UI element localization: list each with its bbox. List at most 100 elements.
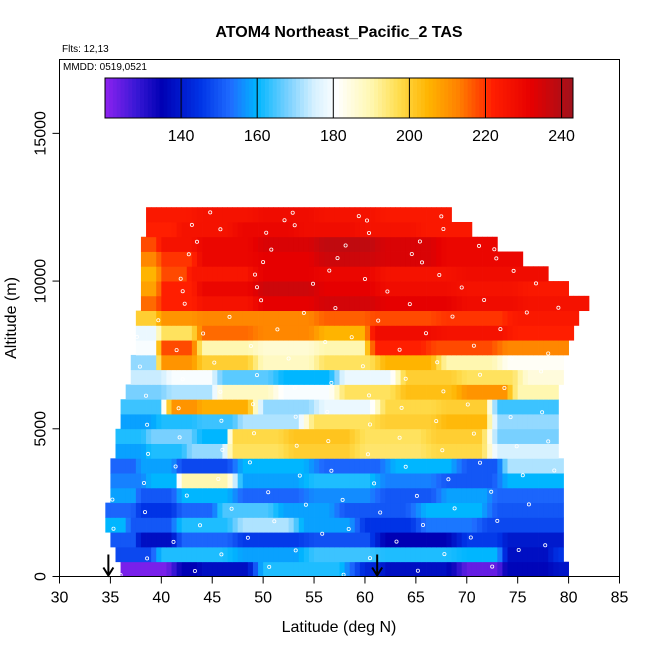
heatmap-cell (319, 458, 325, 474)
heatmap-cell (196, 325, 203, 341)
heatmap-cell (278, 473, 284, 489)
heatmap-cell (420, 502, 427, 518)
heatmap-cell (456, 369, 463, 385)
heatmap-cell (451, 561, 457, 577)
heatmap-cell (308, 561, 315, 577)
heatmap-cell (410, 354, 417, 371)
heatmap-cell (130, 414, 137, 430)
heatmap-cell (548, 458, 554, 474)
heatmap-cell (324, 207, 330, 223)
heatmap-cell (283, 236, 289, 252)
heatmap-cell (263, 236, 269, 252)
heatmap-cell (293, 266, 300, 282)
heatmap-cell (247, 532, 254, 548)
heatmap-cell (273, 384, 279, 400)
heatmap-cell (120, 532, 127, 548)
heatmap-cell (212, 458, 218, 474)
heatmap-cell (324, 517, 330, 533)
heatmap-cell (191, 354, 198, 371)
heatmap-cell (324, 221, 330, 238)
observation-point (556, 305, 561, 310)
heatmap-cell (115, 502, 121, 518)
heatmap-cell (431, 458, 437, 474)
heatmap-cell (420, 458, 427, 474)
colorbar-swatch (557, 78, 562, 118)
observation-point (220, 447, 225, 452)
heatmap-cell (466, 546, 473, 563)
heatmap-cell (166, 399, 172, 415)
heatmap-cell (207, 310, 213, 326)
heatmap-cell (298, 414, 305, 430)
heatmap-cell (186, 414, 193, 430)
colorbar-swatch (561, 78, 566, 118)
heatmap-cell (451, 266, 457, 282)
heatmap-cell (380, 546, 386, 563)
colorbar-swatch (467, 78, 472, 118)
heatmap-cell (405, 473, 412, 489)
heatmap-cell (186, 546, 193, 563)
heatmap-cell (370, 546, 376, 563)
heatmap-cell (273, 354, 279, 371)
heatmap-cell (196, 502, 203, 518)
heatmap-cell (314, 458, 320, 474)
heatmap-cell (466, 236, 473, 252)
heatmap-cell (400, 414, 407, 430)
heatmap-cell (349, 502, 356, 518)
heatmap-cell (446, 517, 452, 533)
heatmap-cell (293, 428, 300, 444)
heatmap-cell (334, 517, 340, 533)
heatmap-cell (222, 561, 228, 577)
heatmap-cell (212, 561, 218, 577)
heatmap-cell (507, 443, 513, 459)
heatmap-cell (558, 546, 564, 563)
heatmap-cell (563, 295, 569, 312)
heatmap-cell (364, 281, 371, 297)
heatmap-cell (456, 473, 463, 489)
heatmap-cell (146, 561, 152, 577)
heatmap-cell (319, 295, 325, 312)
heatmap-cell (431, 399, 437, 415)
heatmap-cell (222, 354, 228, 371)
heatmap-cell (426, 369, 432, 385)
heatmap-cell (349, 310, 356, 326)
heatmap-cell (181, 236, 188, 252)
heatmap-cell (375, 354, 381, 371)
heatmap-cell (512, 443, 519, 459)
heatmap-cell (278, 561, 284, 577)
heatmap-cell (334, 221, 340, 238)
heatmap-cell (370, 266, 376, 282)
heatmap-cell (161, 532, 167, 548)
heatmap-cell (293, 236, 300, 252)
heatmap-cell (191, 295, 198, 312)
heatmap-cell (207, 221, 213, 238)
observation-point (182, 301, 187, 306)
heatmap-cell (390, 369, 396, 385)
heatmap-cell (288, 207, 295, 223)
heatmap-cell (375, 532, 381, 548)
heatmap-cell (237, 266, 244, 282)
heatmap-cell (390, 428, 396, 444)
heatmap-cell (558, 295, 564, 312)
heatmap-cell (237, 502, 244, 518)
heatmap-cell (207, 502, 213, 518)
heatmap-cell (451, 458, 457, 474)
heatmap-cell (161, 458, 167, 474)
heatmap-cell (334, 281, 340, 297)
heatmap-cell (487, 266, 493, 282)
heatmap-cell (538, 517, 544, 533)
heatmap-cell (431, 414, 437, 430)
observation-point (266, 490, 271, 495)
colorbar: 140 160 180 200 220 240 (104, 77, 575, 145)
heatmap-cell (237, 221, 244, 238)
heatmap-cell (156, 236, 162, 252)
heatmap-cell (283, 295, 289, 312)
heatmap-cell (140, 325, 147, 341)
observation-point (367, 422, 372, 427)
observation-point (111, 526, 116, 531)
heatmap-cell (466, 399, 473, 415)
heatmap-cell (232, 487, 239, 504)
heatmap-cell (278, 354, 284, 371)
colorbar-swatch (444, 78, 449, 118)
heatmap-cell (380, 458, 386, 474)
heatmap-cell (415, 221, 422, 238)
